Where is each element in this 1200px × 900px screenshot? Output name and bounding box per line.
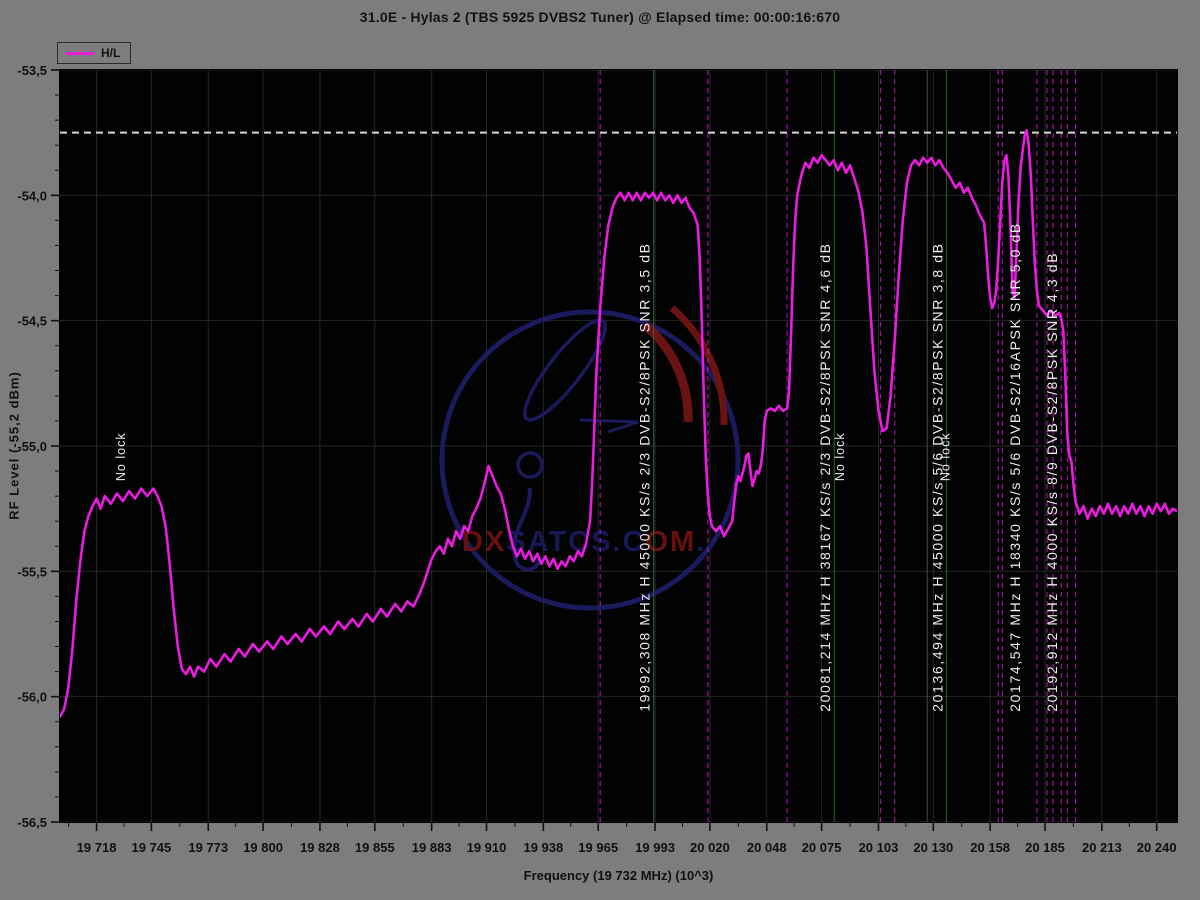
y-tick-label: -54,5 bbox=[17, 314, 47, 329]
no-lock-label: No lock bbox=[938, 432, 952, 481]
transponder-labels: 19992,308 MHz H 45000 KS/s 2/3 DVB-S2/8P… bbox=[637, 222, 1060, 712]
x-tick-label: 20 185 bbox=[1025, 840, 1065, 855]
y-tick-label: -53,5 bbox=[17, 63, 47, 78]
y-tick-label: -56,5 bbox=[17, 815, 47, 830]
x-tick-label: 19 718 bbox=[77, 840, 117, 855]
legend-label: H/L bbox=[101, 46, 121, 60]
no-lock-label: No lock bbox=[833, 432, 847, 481]
x-tick-label: 20 020 bbox=[690, 840, 730, 855]
no-lock-labels: No lock No lock No lock bbox=[114, 432, 953, 481]
x-tick-label: 19 938 bbox=[523, 840, 563, 855]
transponder-label: 19992,308 MHz H 45000 KS/s 2/3 DVB-S2/8P… bbox=[637, 242, 653, 711]
x-tick-label: 19 773 bbox=[188, 840, 228, 855]
legend-line-swatch-icon bbox=[66, 51, 94, 55]
y-tick-label: -55,5 bbox=[17, 564, 47, 579]
x-tick-label: 19 883 bbox=[412, 840, 452, 855]
watermark-hook-icon bbox=[512, 487, 542, 572]
window-title: 31.0E - Hylas 2 (TBS 5925 DVBS2 Tuner) @… bbox=[359, 9, 841, 25]
transponder-label: 20174,547 MHz H 18340 KS/s 5/6 DVB-S2/16… bbox=[1007, 222, 1023, 712]
x-tick-label: 19 828 bbox=[300, 840, 340, 855]
x-tick-label: 19 800 bbox=[243, 840, 283, 855]
watermark-signal-arc2-icon bbox=[669, 305, 728, 426]
y-tick-label: -56,0 bbox=[17, 690, 47, 705]
x-tick-label: 20 130 bbox=[913, 840, 953, 855]
x-tick-label: 19 745 bbox=[132, 840, 172, 855]
axes: 19 718 19 745 19 773 19 800 19 828 19 855 19 8… bbox=[17, 63, 1176, 855]
plot-area: DXSATCS.COM.19992,308 MHz H 45000 KS/s 2… bbox=[60, 70, 1177, 822]
x-tick-label: 20 075 bbox=[802, 840, 842, 855]
watermark-ring-icon bbox=[439, 309, 741, 611]
x-tick-label: 20 158 bbox=[970, 840, 1010, 855]
x-tick-label: 20 103 bbox=[859, 840, 899, 855]
transponder-label: 20192,912 MHz H 4000 KS/s 8/9 DVB-S2/8PS… bbox=[1044, 252, 1060, 712]
watermark-dish-icon bbox=[523, 318, 607, 422]
x-tick-label: 20 048 bbox=[747, 840, 787, 855]
no-lock-label: No lock bbox=[114, 432, 128, 481]
watermark-head-icon bbox=[516, 451, 544, 479]
x-tick-label: 19 910 bbox=[467, 840, 507, 855]
y-tick-label: -55,0 bbox=[17, 439, 47, 454]
gridlines bbox=[60, 70, 1177, 822]
watermark-signal-arc-icon bbox=[642, 321, 693, 423]
transponder-label: 20081,214 MHz H 38167 KS/s 2/3 DVB-S2/8P… bbox=[817, 242, 833, 711]
x-tick-label: 19 855 bbox=[355, 840, 395, 855]
legend-hl[interactable]: H/L bbox=[57, 42, 132, 64]
watermark-arrow-icon bbox=[579, 418, 639, 434]
transponder-label: 20136,494 MHz H 45000 KS/s 5/6 DVB-S2/8P… bbox=[929, 242, 945, 711]
x-axis-title: Frequency (19 732 MHz) (10^3) bbox=[523, 868, 714, 883]
x-tick-label: 19 965 bbox=[578, 840, 618, 855]
x-tick-label: 20 213 bbox=[1082, 840, 1122, 855]
x-tick-label: 19 993 bbox=[635, 840, 675, 855]
y-tick-label: -54,0 bbox=[17, 188, 47, 203]
x-tick-label: 20 240 bbox=[1137, 840, 1177, 855]
spectrum-trace bbox=[60, 128, 1177, 719]
